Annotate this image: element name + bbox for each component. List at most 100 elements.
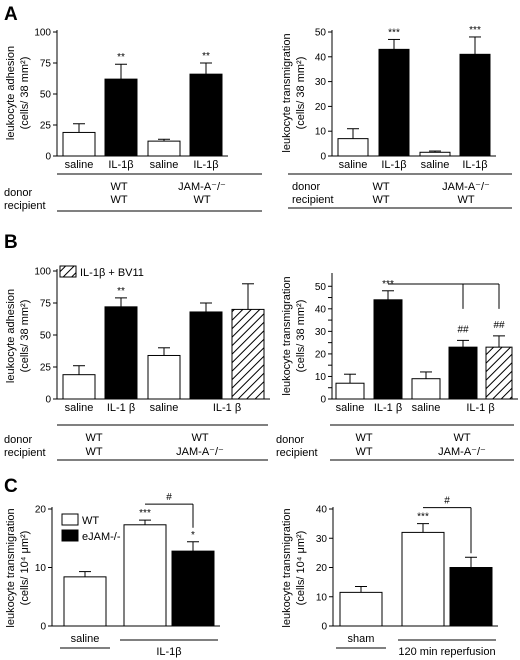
y-axis-unit: (cells/ 38 mm²) (19, 300, 31, 373)
donor-group-1: WT (85, 432, 102, 444)
legend-label: IL-1β + BV11 (80, 267, 144, 279)
bar (448, 346, 478, 400)
recipient-group-1: WT (85, 446, 102, 458)
recipient-group-2: JAM-A⁻/⁻ (438, 446, 486, 458)
recipient-label: recipient (276, 447, 318, 459)
y-tick-label: 0 (320, 395, 326, 406)
bar (147, 354, 181, 400)
chart-a-transmigration: leukocyte transmigration (cells/ 38 mm²)… (281, 25, 512, 209)
y-tick-label: 40 (315, 52, 327, 63)
y-axis-label: leukocyte adhesion (5, 46, 17, 140)
y-tick-label: 40 (316, 505, 328, 516)
significance-mark: * (191, 530, 195, 541)
significance-mark: ** (202, 51, 210, 62)
donor-label: donor (292, 181, 320, 193)
panel-letter-c: C (4, 476, 18, 497)
recipient-label: recipient (4, 447, 46, 459)
legend-swatch-wt (61, 513, 79, 526)
y-tick-label: 100 (34, 267, 51, 278)
category-label: saline (412, 402, 441, 414)
bar (449, 567, 493, 627)
category-label: saline (336, 402, 365, 414)
y-tick-label: 25 (40, 121, 52, 132)
legend-label-wt: WT (82, 515, 99, 527)
y-tick-label: 40 (315, 304, 327, 315)
significance-mark: *** (417, 512, 429, 523)
category-label: IL-1 β (213, 402, 241, 414)
donor-group-2: WT (453, 432, 470, 444)
y-tick-label: 30 (315, 327, 327, 338)
significance-mark: # (444, 496, 450, 507)
significance-mark: # (166, 492, 172, 503)
significance-mark: *** (469, 25, 481, 36)
panel-letter-b: B (4, 232, 18, 253)
donor-group-1: WT (355, 432, 372, 444)
bar (104, 78, 138, 157)
y-tick-label: 0 (321, 622, 327, 633)
chart-c-reperfusion: leukocyte transmigration (cells/ 10⁴ μm²… (281, 496, 498, 658)
panel-letter-a: A (4, 4, 18, 25)
bar (63, 576, 107, 627)
donor-group-2: JAM-A⁻/⁻ (178, 181, 226, 193)
category-label: IL-1β (381, 159, 406, 171)
bar (411, 378, 441, 400)
donor-group-2: JAM-A⁻/⁻ (442, 181, 490, 193)
y-axis-unit: (cells/ 38 mm²) (295, 300, 307, 373)
legend-swatch-ejam (61, 529, 79, 542)
significance-mark: *** (388, 27, 400, 38)
donor-group-1: WT (372, 181, 389, 193)
y-tick-label: 10 (315, 372, 327, 383)
bar (419, 151, 451, 157)
category-label: IL-1β (193, 159, 218, 171)
bar (339, 591, 383, 627)
recipient-group-2: JAM-A⁻/⁻ (176, 446, 224, 458)
y-tick-label: 75 (40, 59, 52, 70)
donor-group-1: WT (110, 181, 127, 193)
y-tick-label: 0 (40, 622, 46, 633)
bar (104, 306, 138, 400)
chart-b-transmigration: leukocyte transmigration (cells/ 38 mm²)… (276, 273, 518, 461)
category-label: IL-1 β (374, 402, 402, 414)
y-tick-label: 0 (320, 152, 326, 163)
category-label: IL-1β (462, 159, 487, 171)
y-tick-label: 10 (315, 127, 327, 138)
bar (62, 374, 96, 400)
chart-a-adhesion: leukocyte adhesion (cells/ 38 mm²) donor… (4, 28, 262, 212)
y-axis-unit: (cells/ 38 mm²) (295, 57, 307, 130)
y-axis-unit: (cells/ 38 mm²) (19, 57, 31, 130)
recipient-group-1: WT (110, 194, 127, 206)
recipient-group-2: WT (193, 194, 210, 206)
bar (147, 140, 181, 157)
y-tick-label: 50 (40, 331, 52, 342)
y-tick-label: 30 (315, 77, 327, 88)
donor-label: donor (276, 434, 304, 446)
bar (373, 299, 403, 400)
y-tick-label: 20 (315, 349, 327, 360)
category-label: IL-1 β (107, 402, 135, 414)
donor-group-2: WT (191, 432, 208, 444)
y-tick-label: 0 (45, 395, 51, 406)
category-label: saline (339, 159, 368, 171)
bar (459, 53, 491, 157)
recipient-label: recipient (292, 194, 334, 206)
y-axis-label: leukocyte adhesion (5, 289, 17, 383)
y-tick-label: 10 (316, 592, 328, 603)
bar (189, 73, 223, 157)
y-axis-unit: (cells/ 10⁴ μm²) (19, 531, 31, 606)
recipient-group-1: WT (372, 194, 389, 206)
bar (189, 311, 223, 400)
y-tick-label: 75 (40, 299, 52, 310)
category-label: IL-1β (108, 159, 133, 171)
bar (401, 531, 445, 627)
chart-c-il1b: leukocyte transmigration (cells/ 10⁴ μm²… (5, 492, 220, 658)
y-tick-label: 30 (316, 534, 328, 545)
y-tick-label: 0 (45, 152, 51, 163)
y-axis-label: leukocyte transmigration (281, 276, 293, 395)
significance-mark: *** (139, 508, 151, 519)
bar (171, 550, 215, 627)
recipient-group-2: WT (457, 194, 474, 206)
y-axis-label: leukocyte transmigration (281, 508, 293, 627)
y-tick-label: 20 (316, 563, 328, 574)
legend-label-ejam: eJAM-/- (82, 531, 121, 543)
